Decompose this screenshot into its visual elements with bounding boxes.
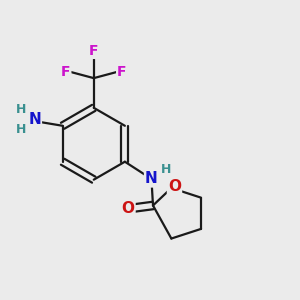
Text: F: F xyxy=(61,65,70,79)
Text: F: F xyxy=(89,44,98,58)
Text: O: O xyxy=(168,179,181,194)
Text: H: H xyxy=(16,103,27,116)
Text: O: O xyxy=(122,201,134,216)
Text: H: H xyxy=(16,123,27,136)
Text: F: F xyxy=(117,65,127,79)
Text: H: H xyxy=(161,163,172,176)
Text: N: N xyxy=(28,112,41,127)
Text: N: N xyxy=(145,171,158,186)
